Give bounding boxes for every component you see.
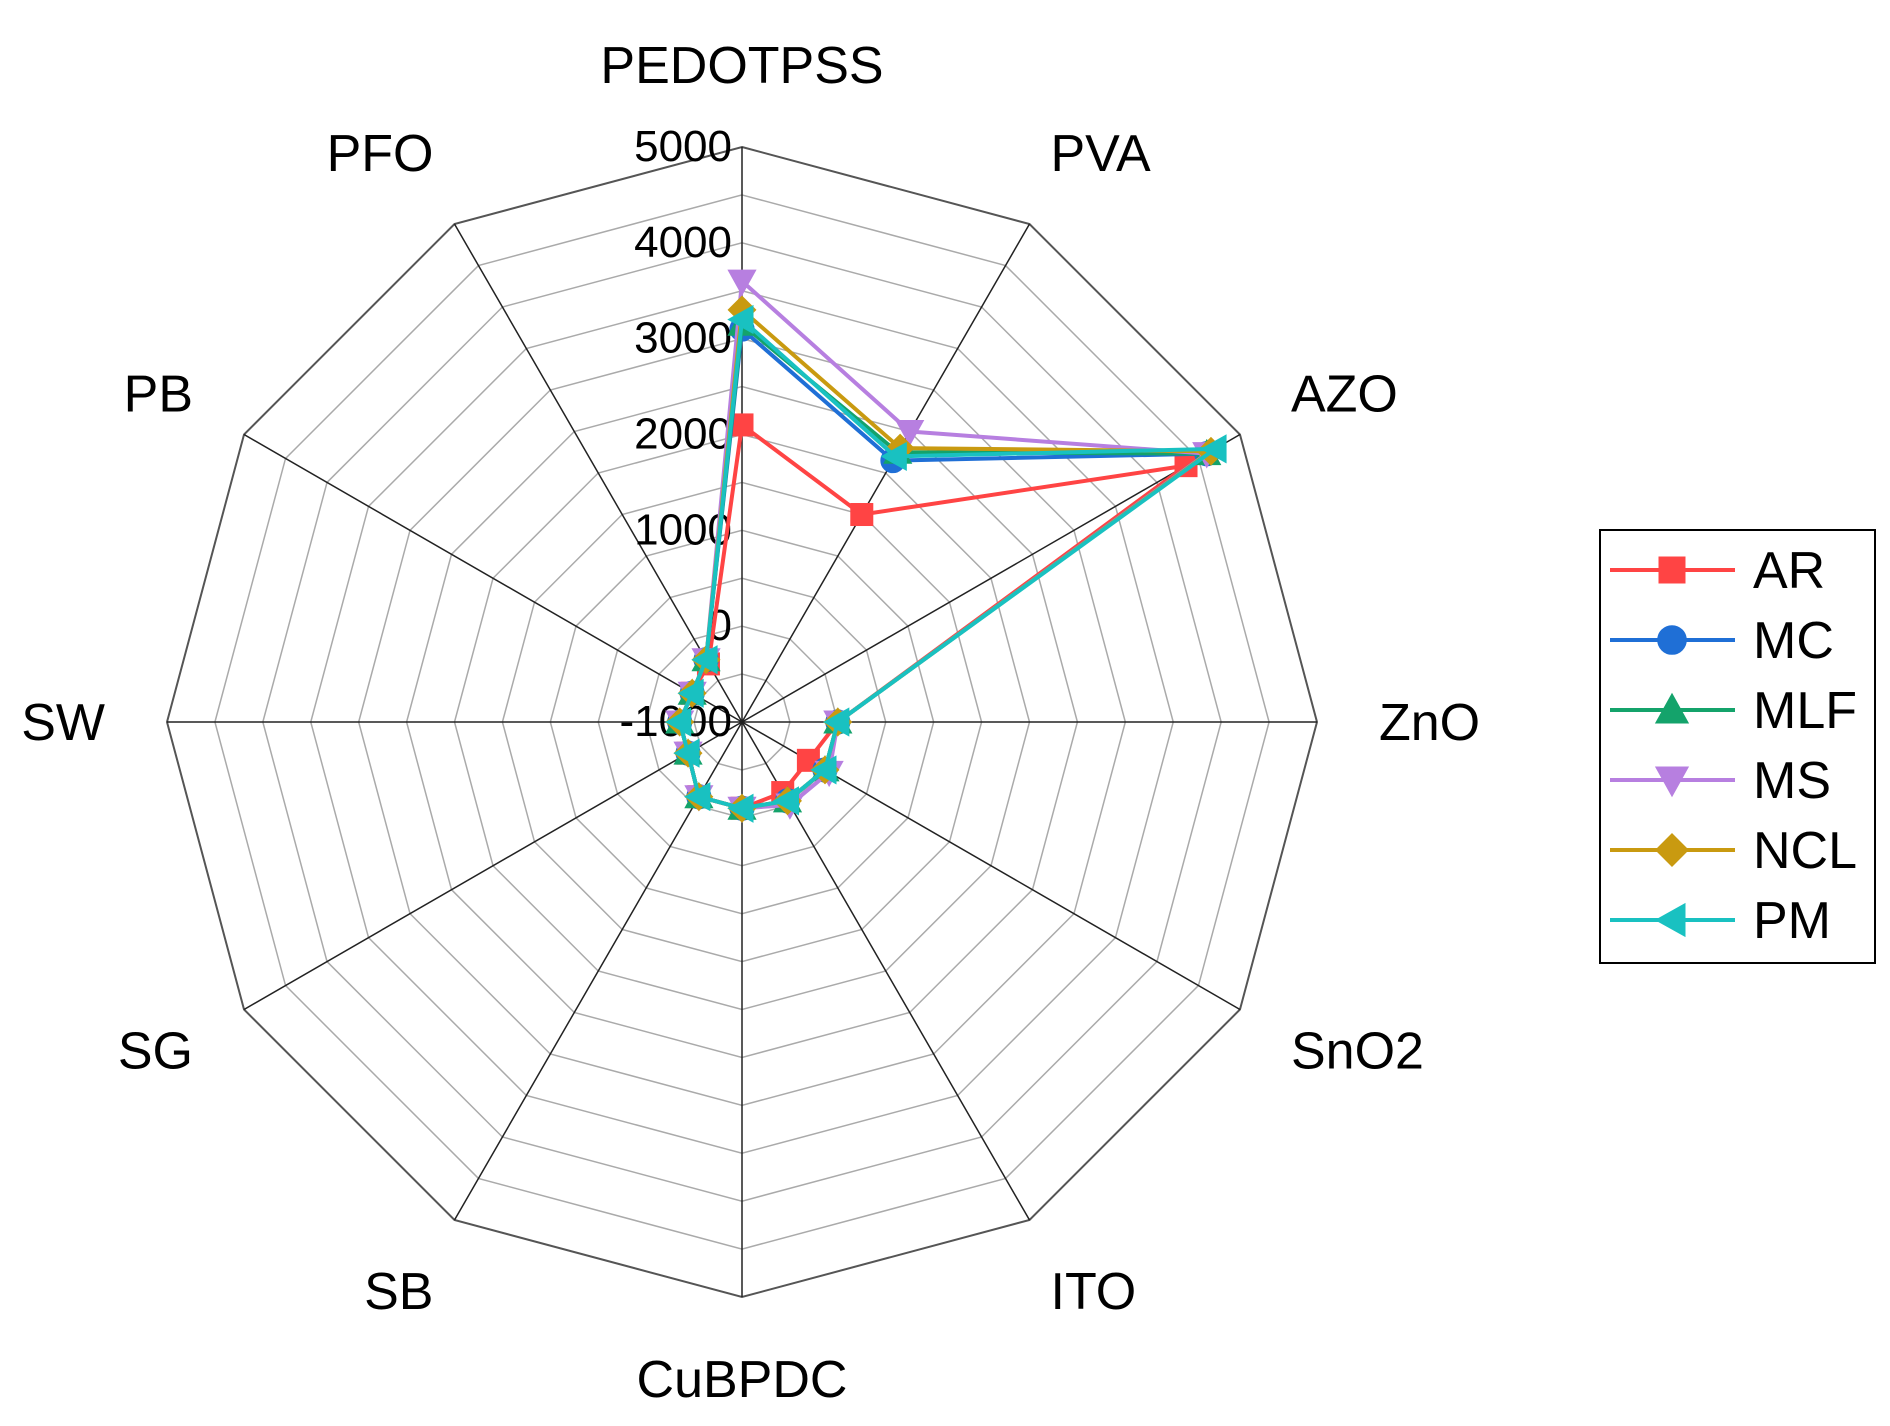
series-line-ar bbox=[677, 422, 1189, 811]
series bbox=[664, 269, 1227, 824]
legend-label: PM bbox=[1753, 892, 1831, 950]
data-point-pm bbox=[664, 707, 692, 737]
data-point-pm bbox=[684, 782, 711, 812]
data-point-pm bbox=[691, 645, 718, 675]
legend-label: MLF bbox=[1753, 682, 1857, 740]
axis-label-sb: SB bbox=[364, 1263, 433, 1321]
spoke-pb bbox=[243, 433, 743, 723]
axis-label-sg: SG bbox=[118, 1023, 193, 1081]
legend-item-ms: MS bbox=[1610, 752, 1831, 810]
series-ncl bbox=[665, 295, 1226, 823]
series-mc bbox=[667, 316, 1220, 821]
axis-label-pb: PB bbox=[124, 366, 193, 424]
axis-label-zno: ZnO bbox=[1379, 694, 1480, 752]
tick-label: 2000 bbox=[634, 410, 732, 459]
axis-label-pfo: PFO bbox=[327, 125, 434, 183]
axis-label-cubpdc: CuBPDC bbox=[637, 1351, 848, 1409]
data-point-ms bbox=[727, 269, 757, 296]
legend-item-ar: AR bbox=[1610, 542, 1825, 600]
legend-item-pm: PM bbox=[1610, 892, 1831, 950]
tick-label: 5000 bbox=[634, 122, 732, 171]
legend-item-mc: MC bbox=[1610, 612, 1834, 670]
series-pm bbox=[664, 304, 1227, 823]
data-point-pm bbox=[823, 707, 850, 737]
data-point-pm bbox=[810, 755, 837, 785]
axis-label-sw: SW bbox=[21, 694, 105, 752]
legend-item-mlf: MLF bbox=[1610, 682, 1857, 740]
series-line-mc bbox=[677, 327, 1209, 811]
data-point-pm bbox=[727, 304, 754, 335]
axis-label-pedotpss: PEDOTPSS bbox=[600, 37, 883, 95]
series-line-ms bbox=[677, 279, 1209, 811]
axis-labels: PEDOTPSS PVA AZO ZnO SnO2 ITO CuBPDC SB SG SW PB PF… bbox=[21, 37, 1480, 1409]
series-line-ncl bbox=[677, 307, 1213, 811]
data-point-ms bbox=[895, 420, 925, 447]
data-point-pm bbox=[673, 738, 700, 768]
axis-label-ito: ITO bbox=[1051, 1263, 1137, 1321]
legend-label: AR bbox=[1753, 542, 1825, 600]
legend-box bbox=[1599, 529, 1876, 964]
legend-item-ncl: NCL bbox=[1610, 822, 1857, 880]
spoke-pfo bbox=[453, 223, 743, 723]
legend-marker bbox=[1654, 766, 1690, 798]
tick-label: 3000 bbox=[634, 314, 732, 363]
data-point-pm bbox=[1200, 434, 1227, 464]
tick-label: 4000 bbox=[634, 218, 732, 267]
data-point-pm bbox=[772, 786, 800, 816]
axis-label-sno2: SnO2 bbox=[1291, 1023, 1424, 1081]
axis-label-pva: PVA bbox=[1051, 125, 1152, 183]
legend-marker bbox=[1658, 556, 1686, 584]
legend: AR MC MLF MS NCL PM bbox=[1599, 529, 1876, 964]
data-point-pm bbox=[727, 793, 754, 823]
data-point-ar bbox=[850, 503, 874, 527]
legend-marker bbox=[1654, 902, 1686, 938]
data-point-pm bbox=[677, 678, 704, 708]
series-ar bbox=[668, 413, 1198, 820]
axis-label-azo: AZO bbox=[1291, 366, 1398, 424]
series-ms bbox=[665, 269, 1222, 824]
series-line-mlf bbox=[677, 322, 1209, 811]
legend-marker bbox=[1655, 833, 1689, 867]
legend-label: NCL bbox=[1753, 822, 1857, 880]
data-point-pm bbox=[880, 441, 907, 472]
series-mlf bbox=[665, 309, 1222, 820]
spoke-azo bbox=[741, 433, 1241, 723]
series-line-pm bbox=[677, 317, 1218, 811]
legend-label: MC bbox=[1753, 612, 1834, 670]
legend-label: MS bbox=[1753, 752, 1831, 810]
legend-marker bbox=[1657, 625, 1687, 655]
legend-marker bbox=[1654, 692, 1690, 724]
spoke-pva bbox=[741, 223, 1031, 723]
tick-labels: -1000010002000300040005000 bbox=[619, 122, 732, 746]
spoke-sg bbox=[243, 721, 743, 1011]
